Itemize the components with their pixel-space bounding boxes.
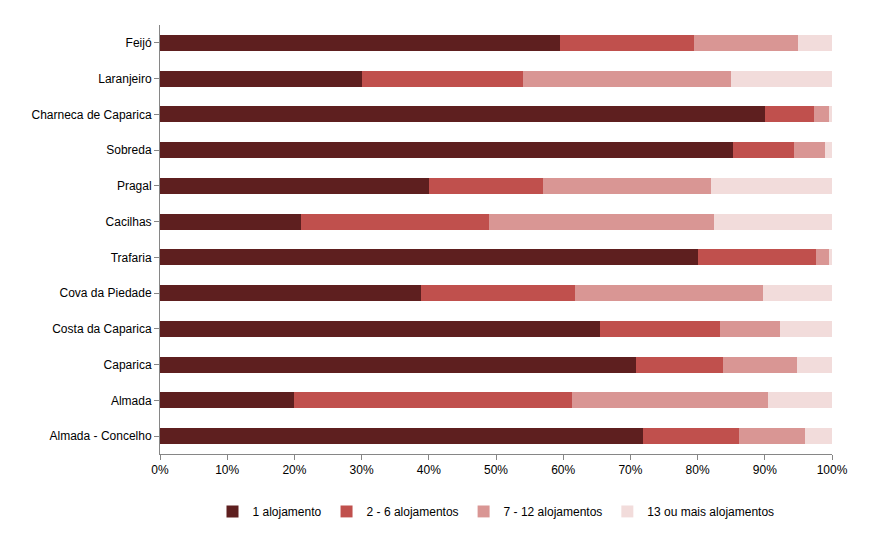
svg-text:80%: 80% — [686, 463, 710, 477]
svg-text:Almada - Concelho: Almada - Concelho — [50, 429, 152, 443]
svg-text:Costa da Caparica: Costa da Caparica — [52, 322, 152, 336]
svg-text:40%: 40% — [417, 463, 441, 477]
svg-text:Trafaria: Trafaria — [111, 251, 152, 265]
svg-text:Pragal: Pragal — [117, 179, 152, 193]
svg-text:Almada: Almada — [111, 394, 152, 408]
svg-text:70%: 70% — [618, 463, 642, 477]
svg-text:2 - 6 alojamentos: 2 - 6 alojamentos — [367, 505, 459, 519]
svg-text:Sobreda: Sobreda — [106, 143, 152, 157]
svg-text:Cacilhas: Cacilhas — [106, 215, 152, 229]
svg-text:Charneca de Caparica: Charneca de Caparica — [32, 108, 152, 122]
svg-text:Cova da Piedade: Cova da Piedade — [60, 286, 152, 300]
svg-text:100%: 100% — [817, 463, 848, 477]
svg-text:60%: 60% — [551, 463, 575, 477]
svg-text:30%: 30% — [350, 463, 374, 477]
svg-text:20%: 20% — [282, 463, 306, 477]
svg-text:Feijó: Feijó — [126, 36, 152, 50]
svg-text:1 alojamento: 1 alojamento — [253, 505, 322, 519]
svg-text:90%: 90% — [753, 463, 777, 477]
svg-text:13 ou mais alojamentos: 13 ou mais alojamentos — [647, 505, 774, 519]
svg-text:0%: 0% — [151, 463, 169, 477]
svg-text:7 - 12 alojamentos: 7 - 12 alojamentos — [504, 505, 603, 519]
svg-text:Caparica: Caparica — [104, 358, 152, 372]
svg-text:50%: 50% — [484, 463, 508, 477]
svg-text:10%: 10% — [215, 463, 239, 477]
svg-text:Laranjeiro: Laranjeiro — [98, 72, 152, 86]
